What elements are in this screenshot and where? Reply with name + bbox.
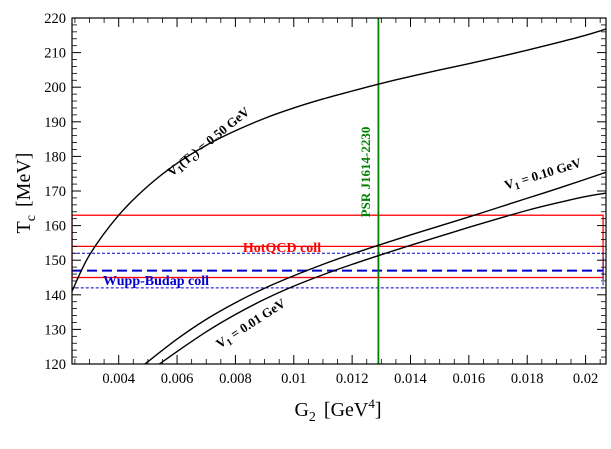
y-axis-subscript: c [24, 215, 39, 221]
curve-label-v1-tc-050-tail: ) = 0.50 GeV [189, 103, 253, 159]
x-axis-title: G2 [GeV4] [294, 396, 381, 425]
curve-label-v1-tc-050-sub: 1 [176, 164, 187, 176]
plot-frame [71, 17, 607, 365]
y-tick-label: 190 [44, 115, 66, 131]
y-tick-label: 140 [44, 288, 66, 304]
series-curve-2 [159, 192, 606, 364]
x-axis-unit: [GeV [324, 399, 369, 421]
y-tick-label: 200 [44, 80, 66, 96]
curve-label-v1-001: V1 = 0.01 GeV [213, 295, 290, 354]
series-curve-0 [72, 28, 606, 292]
y-tick-label: 220 [44, 11, 66, 27]
x-axis-symbol: G [294, 399, 308, 421]
y-tick-label: 120 [44, 357, 66, 373]
y-tick-label: 170 [44, 184, 66, 200]
x-tick-label: 0.008 [219, 371, 252, 387]
x-tick-label: 0.01 [281, 371, 306, 387]
band-label-hotqcd: HotQCD coll [243, 241, 321, 256]
y-tick-label: 210 [44, 46, 66, 62]
curve-label-v1-tc-050: V1(Tc) = 0.50 GeV [164, 103, 255, 181]
band-1-box [72, 252, 604, 289]
x-tick-label: 0.014 [394, 371, 427, 387]
y-tick-label: 130 [44, 322, 66, 338]
y-tick-label: 180 [44, 149, 66, 165]
x-tick-label: 0.006 [161, 371, 194, 387]
y-axis-symbol: T [13, 221, 35, 233]
y-tick-label: 150 [44, 253, 66, 269]
y-tick-label: 160 [44, 219, 66, 235]
vline-label: PSR J1614-2230 [358, 127, 373, 218]
y-axis-unit: [MeV] [13, 153, 35, 207]
y-axis-title: Tc [MeV] [13, 153, 39, 234]
x-axis-unit-superscript: 4 [368, 396, 375, 411]
curve-label-v1-tc-050-mid-sub: c [190, 153, 201, 165]
x-tick-label: 0.016 [453, 371, 486, 387]
x-tick-label: 0.018 [511, 371, 544, 387]
x-axis-subscript: 2 [309, 410, 316, 425]
band-label-wupp-budap: Wupp-Budap coll [103, 274, 209, 289]
series-curve-1 [144, 171, 606, 364]
curve-label-v1-001-tail: = 0.01 GeV [225, 295, 288, 343]
x-tick-label: 0.004 [102, 371, 135, 387]
curve-label-v1-001-sub: 1 [225, 337, 235, 349]
x-tick-label: 0.012 [336, 371, 369, 387]
curve-label-v1-010-sub: 1 [513, 181, 521, 193]
x-axis-unit-close: ] [375, 399, 382, 421]
x-tick-label: 0.02 [573, 371, 598, 387]
curve-label-v1-010: V1 = 0.10 GeV [502, 155, 584, 196]
